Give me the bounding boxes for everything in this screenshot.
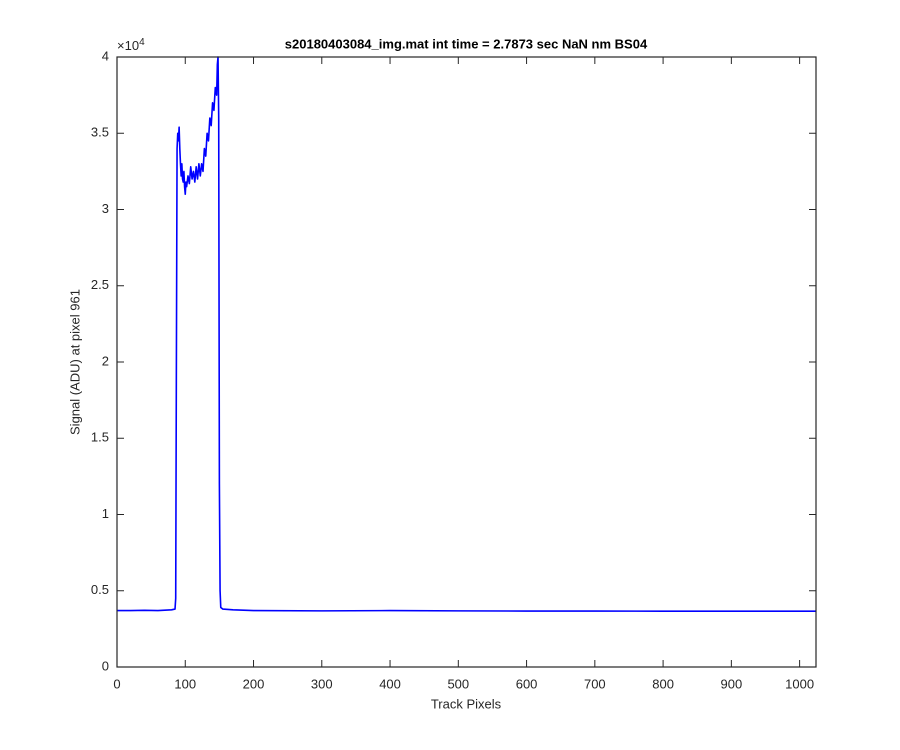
y-tick-label: 3 [102,201,109,216]
x-tick-label: 900 [721,676,743,691]
y-tick-label: 1.5 [91,430,109,445]
y-axis-label: Signal (ADU) at pixel 961 [67,289,82,435]
plot-area [117,57,816,667]
y-multiplier-exponent: 4 [139,37,145,48]
x-tick-label: 700 [584,676,606,691]
y-tick-label: 2 [102,353,109,368]
y-tick-label: 3.5 [91,125,109,140]
x-tick-label: 300 [311,676,333,691]
x-tick-label: 400 [379,676,401,691]
axes-box [116,56,817,668]
x-tick-label: 500 [447,676,469,691]
x-tick-label: 600 [516,676,538,691]
x-tick-label: 200 [243,676,265,691]
x-tick-label: 0 [113,676,120,691]
y-tick-label: 2.5 [91,277,109,292]
y-tick-label: 4 [102,48,109,63]
y-tick-label: 0 [102,658,109,673]
y-tick-label: 1 [102,506,109,521]
x-tick-label: 100 [174,676,196,691]
y-multiplier: ×104 [117,37,145,54]
data-line [117,56,816,612]
chart-title: s20180403084_img.mat int time = 2.7873 s… [285,36,648,51]
y-multiplier-base: ×10 [117,38,139,53]
x-tick-label: 1000 [785,676,814,691]
x-axis-label: Track Pixels [431,696,502,711]
y-tick-label: 0.5 [91,582,109,597]
x-tick-label: 800 [652,676,674,691]
